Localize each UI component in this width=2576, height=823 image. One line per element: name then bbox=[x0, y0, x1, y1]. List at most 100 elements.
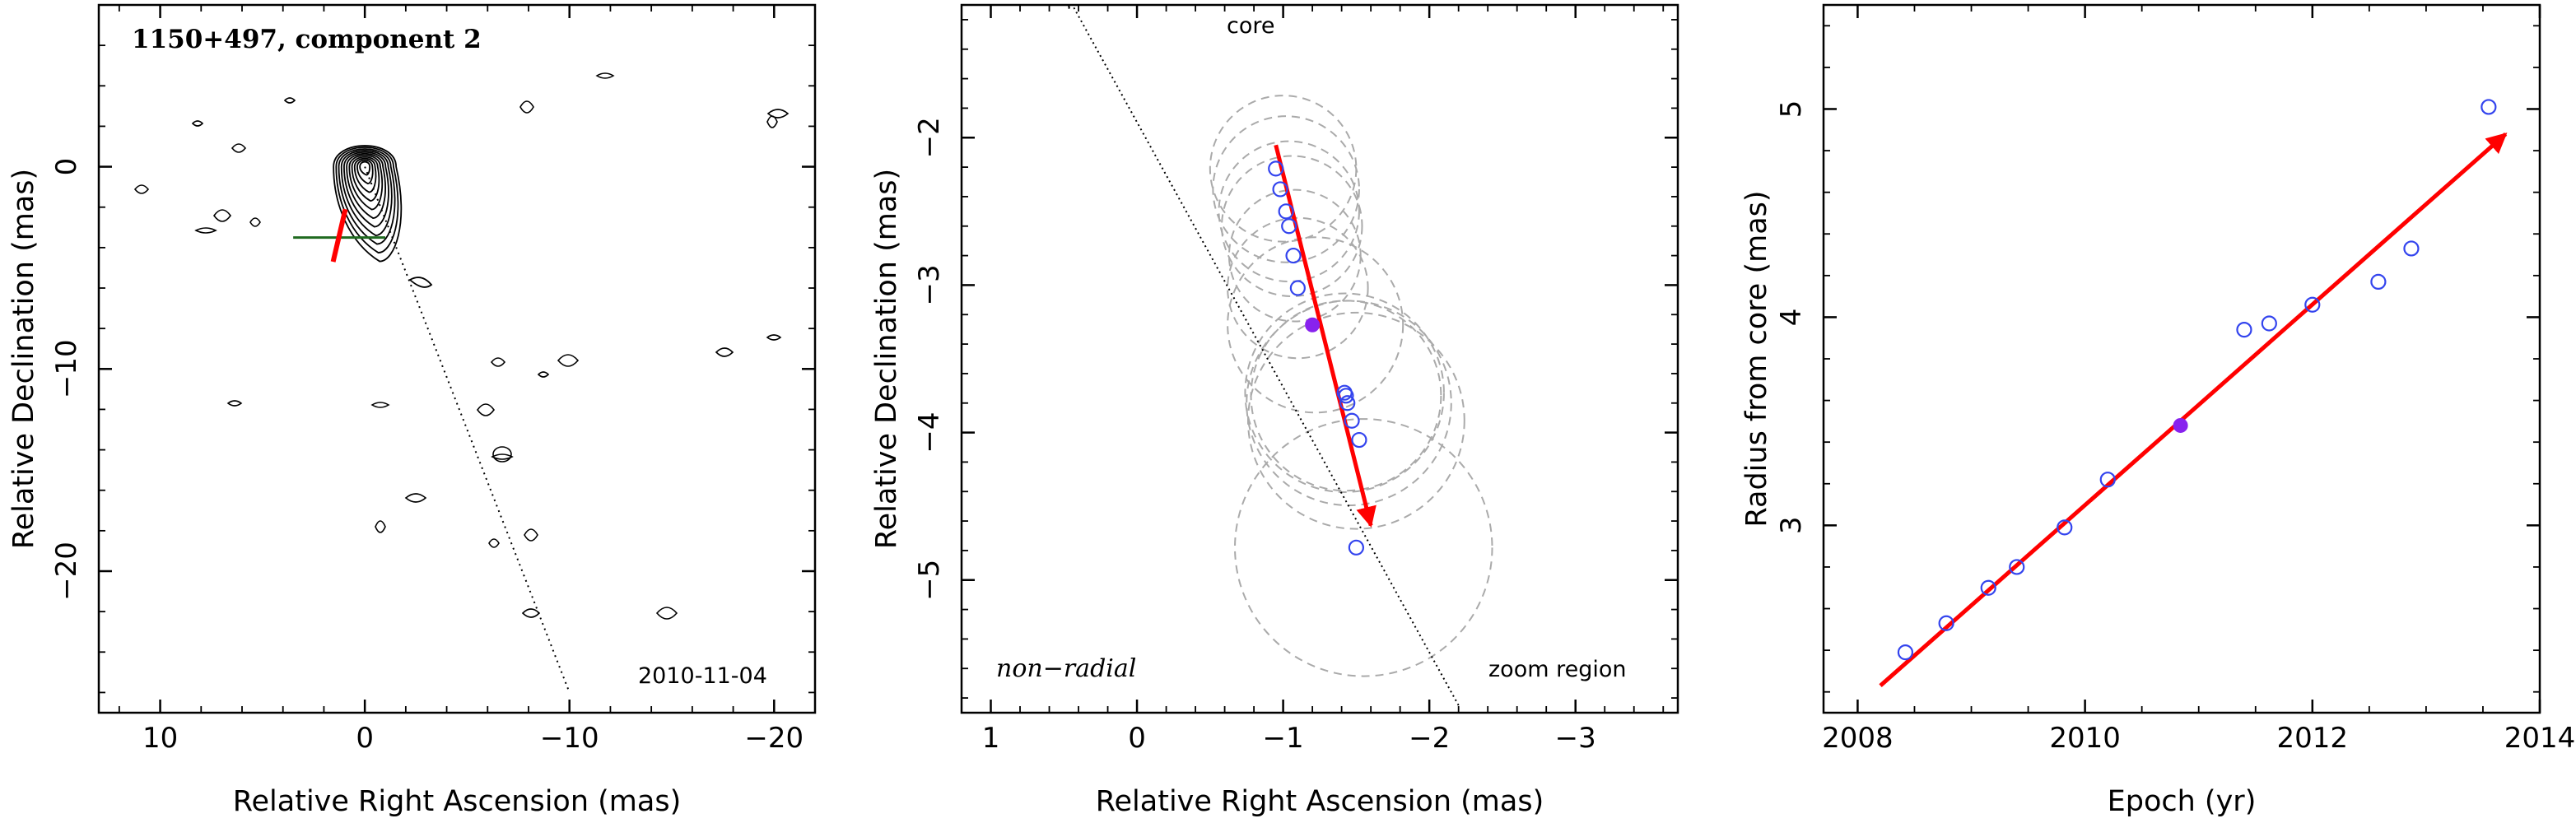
panel2-ytick-label: −4 bbox=[913, 412, 946, 453]
panel3-ytick-label: 4 bbox=[1775, 309, 1808, 327]
panel3-xtick-label: 2008 bbox=[1822, 722, 1894, 755]
data-point bbox=[1338, 388, 1354, 404]
data-point bbox=[2099, 472, 2116, 488]
beam-circle bbox=[1244, 292, 1445, 493]
noise-contours bbox=[133, 72, 790, 620]
noise-contour bbox=[249, 217, 261, 227]
contour-line bbox=[359, 160, 371, 176]
data-point bbox=[1339, 395, 1356, 412]
noise-contour bbox=[557, 354, 580, 367]
noise-contour bbox=[226, 400, 243, 407]
panel2-x-axis-title: Relative Right Ascension (mas) bbox=[1096, 785, 1544, 818]
feature-track bbox=[330, 208, 348, 263]
panel1-ytick-label: −10 bbox=[50, 339, 83, 398]
contour-line bbox=[356, 159, 374, 184]
beam-circle bbox=[1227, 216, 1369, 360]
panel2-xtick-label: 0 bbox=[1128, 722, 1146, 755]
panel1-ticks: 10 0 −10 −20 0 −10 −20 bbox=[50, 4, 816, 755]
panel3-xtick-label: 2010 bbox=[2049, 722, 2121, 755]
panel3-frame bbox=[1822, 3, 2541, 714]
panel1-y-axis-title: Relative Declination (mas) bbox=[7, 169, 40, 549]
data-point bbox=[1938, 615, 1954, 631]
noise-contour bbox=[655, 607, 678, 620]
panel2-xtick-label: −3 bbox=[1555, 722, 1596, 755]
highlight-point bbox=[1305, 317, 1321, 332]
panel3-x-axis-title: Epoch (yr) bbox=[2108, 785, 2257, 818]
panel3-xtick-label: 2012 bbox=[2277, 722, 2349, 755]
noise-contour bbox=[490, 357, 506, 367]
contour-line bbox=[335, 146, 399, 253]
panel2-plot-content bbox=[1069, 5, 1493, 706]
panel2-xtick-label: −1 bbox=[1263, 722, 1304, 755]
data-point bbox=[1980, 579, 1996, 596]
panel1-ytick-label: −20 bbox=[50, 542, 83, 601]
data-point bbox=[1285, 247, 1302, 264]
contour-line bbox=[333, 145, 403, 263]
panel1-frame bbox=[97, 3, 817, 714]
data-point bbox=[1278, 203, 1294, 220]
panel2-ytick-label: −5 bbox=[913, 560, 946, 601]
data-point bbox=[1289, 280, 1306, 296]
contour-line bbox=[340, 150, 393, 236]
panel3-points bbox=[1897, 99, 2497, 661]
panel2-ytick-label: −2 bbox=[913, 117, 946, 158]
data-point bbox=[1281, 218, 1297, 235]
contour-line bbox=[348, 155, 384, 211]
data-point bbox=[2304, 296, 2321, 313]
contour-line bbox=[338, 148, 396, 245]
noise-contour bbox=[231, 143, 247, 153]
panel1-xtick-label: 0 bbox=[356, 722, 374, 755]
noise-contour bbox=[133, 184, 150, 194]
beam-circle bbox=[1227, 236, 1404, 414]
panel2-xtick-label: 1 bbox=[982, 722, 1000, 755]
panel2-core-label: core bbox=[1227, 13, 1274, 39]
data-point bbox=[1344, 412, 1360, 429]
contour-line bbox=[343, 151, 389, 228]
panel1-plot-content bbox=[133, 72, 790, 693]
core-direction-line bbox=[1069, 5, 1460, 706]
noise-contour bbox=[370, 402, 390, 408]
beam-circle bbox=[1246, 300, 1452, 507]
noise-contour bbox=[477, 403, 495, 416]
panel2-y-axis-title: Relative Declination (mas) bbox=[870, 169, 903, 549]
noise-contour bbox=[194, 227, 217, 234]
panel2-motion-label: non−radial bbox=[996, 654, 1136, 683]
noise-contour bbox=[404, 493, 427, 503]
noise-contour bbox=[521, 608, 541, 618]
panel3-y-axis-title: Radius from core (mas) bbox=[1740, 190, 1773, 527]
contour-line bbox=[346, 152, 386, 219]
data-point bbox=[2057, 519, 2073, 536]
noise-contour bbox=[488, 538, 500, 548]
panel3-ytick-label: 3 bbox=[1775, 517, 1808, 535]
noise-contour bbox=[595, 72, 615, 79]
data-point bbox=[1272, 181, 1288, 198]
noise-contour bbox=[283, 97, 296, 104]
noise-contour bbox=[213, 209, 231, 222]
beam-circle bbox=[1221, 155, 1363, 297]
panel2-ytick-label: −3 bbox=[913, 264, 946, 305]
data-point bbox=[1897, 644, 1914, 661]
beam-circle bbox=[1212, 115, 1360, 263]
contour-line bbox=[353, 157, 377, 193]
noise-contour bbox=[492, 446, 512, 463]
panel-contour-map: 10 0 −10 −20 0 −10 −20 1150+497, component 2 2… bbox=[7, 3, 817, 818]
data-point bbox=[2403, 240, 2420, 257]
panel1-title: 1150+497, component 2 bbox=[132, 25, 482, 54]
panel1-ytick-label: 0 bbox=[50, 158, 83, 176]
data-point bbox=[2261, 315, 2277, 332]
noise-contour bbox=[537, 371, 550, 378]
contour-line bbox=[351, 156, 380, 202]
noise-contour bbox=[524, 528, 538, 542]
panel2-region-label: zoom region bbox=[1488, 657, 1626, 682]
panel2-xtick-label: −2 bbox=[1409, 722, 1450, 755]
trend-arrow bbox=[1879, 132, 2508, 687]
core-contours bbox=[333, 145, 433, 288]
panel2-points bbox=[1268, 160, 1367, 556]
panel3-xtick-label: 2014 bbox=[2504, 722, 2576, 755]
data-point bbox=[2236, 321, 2252, 338]
panel1-x-axis-title: Relative Right Ascension (mas) bbox=[233, 785, 681, 818]
panel1-xtick-label: −20 bbox=[744, 722, 804, 755]
contour-line bbox=[408, 277, 433, 288]
panel1-xtick-label: −10 bbox=[540, 722, 599, 755]
